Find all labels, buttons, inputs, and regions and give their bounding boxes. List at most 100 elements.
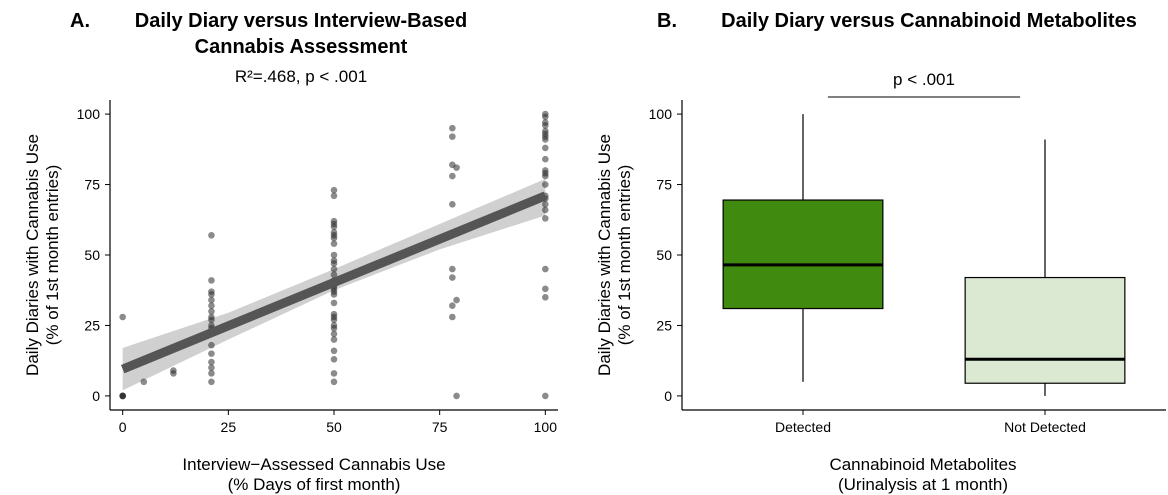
y-tick-label: 50 (656, 247, 672, 263)
scatter-point (542, 155, 549, 163)
scatter-point (330, 355, 338, 363)
x-tick-label: 50 (326, 419, 342, 435)
scatter-point (542, 122, 549, 129)
box-not-detected (964, 276, 1126, 384)
scatter-point (119, 313, 126, 321)
scatter-point (208, 350, 215, 357)
scatter-point (542, 172, 549, 180)
scatter-point (449, 265, 456, 273)
panel-b-ylabel-line-2: (% of 1st month entries) (615, 165, 634, 345)
panel-a-letter: A. (70, 10, 90, 32)
scatter-point (449, 274, 456, 281)
panel-a-title-line-1: Daily Diary versus Interview-Based (135, 10, 467, 32)
scatter-point (453, 296, 460, 304)
panel-a-xlabel-line-2: (% Days of first month) (228, 475, 401, 494)
scatter-point (330, 251, 338, 259)
scatter-point (208, 341, 215, 349)
scatter-point (208, 291, 215, 298)
scatter-point (208, 316, 215, 324)
scatter-point (330, 234, 338, 242)
scatter-point (140, 378, 148, 386)
regression-line-group (120, 191, 548, 374)
scatter-point (330, 324, 338, 332)
scatter-point (330, 271, 338, 279)
panel-a-subtitle: R²=.468, p < .001 (235, 67, 367, 86)
scatter-point (330, 192, 338, 200)
scatter-point (330, 316, 338, 324)
panel-b-xlabel-line-2: (Urinalysis at 1 month) (838, 475, 1008, 494)
scatter-point (330, 223, 338, 231)
regression-line (120, 191, 548, 374)
box-group (722, 114, 1126, 396)
scatter-point (449, 172, 456, 180)
scatter-point (208, 277, 215, 284)
y-tick-label: 100 (77, 106, 101, 122)
x-tick-label: 75 (432, 419, 448, 435)
panel-b-plot: Detected Not Detected 0 25 50 75 100 p < .001 (649, 70, 1166, 435)
scatter-point (542, 293, 549, 301)
scatter-point (542, 392, 549, 400)
x-tick-label: 25 (221, 419, 237, 435)
scatter-point (542, 136, 549, 143)
scatter-point (208, 370, 215, 377)
y-tick-label: 50 (84, 247, 100, 263)
scatter-point (449, 133, 456, 140)
x-tick-label: 0 (119, 419, 127, 435)
scatter-point (542, 215, 549, 222)
y-tick-label: 0 (92, 388, 100, 404)
panel-a-ylabel-line-1: Daily Diaries with Cannabis Use (23, 134, 42, 376)
scatter-point (330, 330, 338, 338)
scatter-point (119, 392, 126, 400)
scatter-point (542, 265, 549, 273)
scatter-point (449, 302, 456, 310)
panel-a-plot: 0 25 50 75 100 0 25 50 75 100 (77, 100, 558, 435)
scatter-point (208, 231, 215, 239)
panel-a-xlabel-line-1: Interview−Assessed Cannabis Use (182, 455, 445, 474)
scatter-point (330, 336, 338, 343)
scatter-point (449, 200, 456, 208)
scatter-point (542, 113, 549, 121)
scatter-point (542, 144, 549, 152)
panel-b-xlabel-line-1: Cannabinoid Metabolites (829, 455, 1016, 474)
scatter-points (119, 110, 549, 400)
scatter-point (330, 240, 338, 248)
significance-label: p < .001 (893, 70, 955, 89)
scatter-point (449, 313, 456, 321)
panel-a-axes: 0 25 50 75 100 0 25 50 75 100 (77, 100, 558, 435)
y-tick-label: 25 (656, 317, 672, 333)
y-tick-label: 0 (664, 388, 672, 404)
scatter-point (330, 260, 338, 267)
scatter-point (542, 181, 549, 188)
scatter-point (330, 378, 338, 386)
scatter-point (208, 308, 215, 315)
scatter-point (453, 392, 460, 400)
scatter-point (208, 358, 215, 366)
scatter-point (542, 200, 549, 208)
scatter-point (208, 296, 215, 304)
panel-b-ylabel-line-1: Daily Diaries with Cannabis Use (595, 134, 614, 376)
scatter-point (330, 370, 338, 377)
scatter-point (170, 367, 177, 374)
y-tick-label: 75 (84, 177, 100, 193)
scatter-point (542, 285, 549, 293)
scatter-point (330, 347, 338, 355)
scatter-point (330, 186, 338, 194)
x-tick-label: 100 (534, 419, 558, 435)
scatter-point (330, 291, 338, 298)
panel-b-letter: B. (657, 10, 677, 32)
scatter-point (208, 302, 215, 310)
x-tick-label: Not Detected (1004, 419, 1086, 435)
scatter-point (208, 378, 215, 386)
x-tick-label: Detected (775, 419, 831, 435)
scatter-point (542, 206, 549, 214)
panel-a-title-line-2: Cannabis Assessment (195, 36, 408, 58)
scatter-point (449, 124, 456, 132)
scatter-point (330, 299, 338, 307)
y-tick-label: 100 (649, 106, 673, 122)
box-detected (722, 199, 884, 310)
scatter-point (453, 164, 460, 171)
panel-b-title: Daily Diary versus Cannabinoid Metabolit… (721, 10, 1137, 32)
y-tick-label: 75 (656, 177, 672, 193)
y-tick-label: 25 (84, 317, 100, 333)
